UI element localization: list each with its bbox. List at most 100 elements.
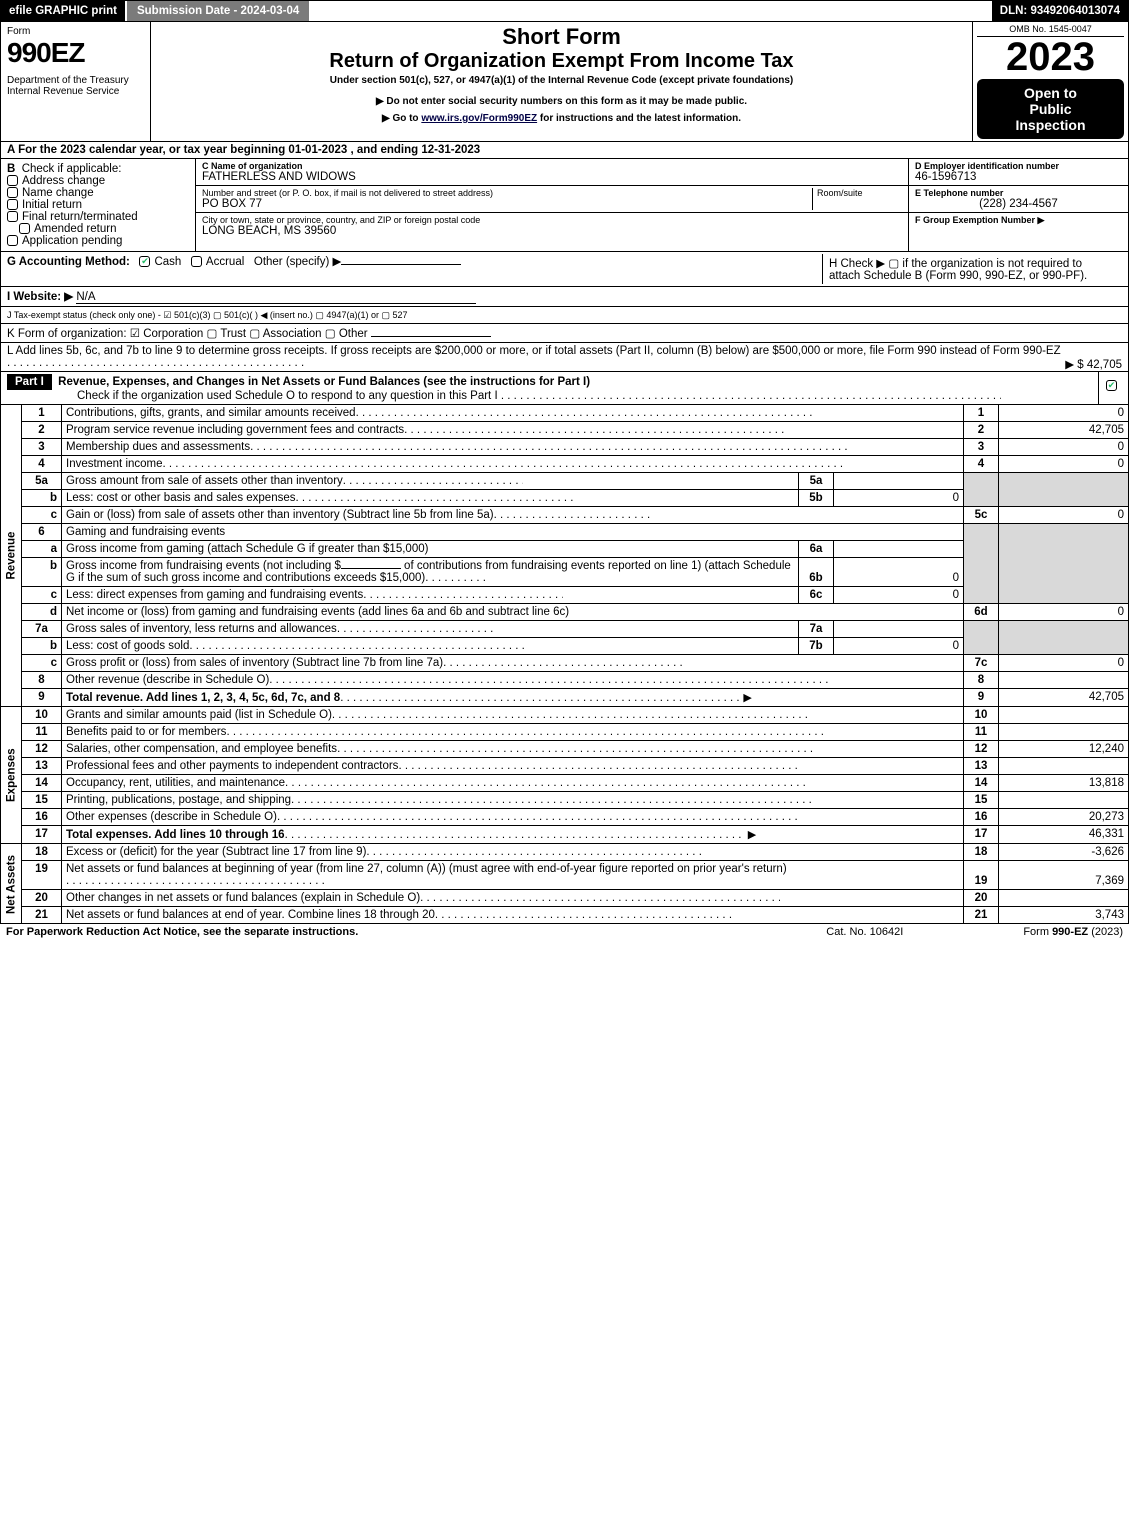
footer-right-bold: 990-EZ [1052,926,1088,938]
ck-name-change[interactable] [7,187,18,198]
room-suite-label: Room/suite [817,188,902,198]
r12-rval: 12,240 [999,741,1129,758]
part1-label: Part I [7,374,52,390]
r7a-midnum: 7a [799,621,834,638]
r19-num: 19 [22,861,62,890]
r7b-midnum: 7b [799,638,834,655]
phone-value: (228) 234-4567 [915,198,1122,210]
form-header: Form 990EZ Department of the Treasury In… [0,22,1129,142]
r7c-rnum: 7c [964,655,999,672]
efile-print-label[interactable]: efile GRAPHIC print [1,1,125,21]
ck-amended-return[interactable] [19,223,30,234]
ck-initial-return[interactable] [7,199,18,210]
r10-rnum: 10 [964,707,999,724]
r1-num: 1 [22,405,62,422]
org-city: LONG BEACH, MS 39560 [202,225,902,237]
ck-address-change[interactable] [7,175,18,186]
r11-desc: Benefits paid to or for members [66,726,226,738]
r17-rnum: 17 [964,826,999,844]
r18-num: 18 [22,844,62,861]
r7c-rval: 0 [999,655,1129,672]
r3-rval: 0 [999,439,1129,456]
b-label: Check if applicable: [22,163,122,175]
e-phone-label: E Telephone number [915,188,1122,198]
l-amount: ▶ $ 42,705 [1065,357,1122,371]
r4-rnum: 4 [964,456,999,473]
r13-rnum: 13 [964,758,999,775]
r6d-desc: Net income or (loss) from gaming and fun… [66,606,569,618]
r6-desc: Gaming and fundraising events [62,524,964,541]
r6a-desc: Gross income from gaming (attach Schedul… [66,543,428,555]
r6a-midval [834,541,964,558]
goto-line: ▶ Go to www.irs.gov/Form990EZ for instru… [157,113,966,124]
c-city-label: City or town, state or province, country… [202,215,902,225]
r19-rval: 7,369 [999,861,1129,890]
r7b-num: b [22,638,62,655]
b-item-1: Name change [22,187,94,199]
i-label: I Website: ▶ [7,291,73,303]
r18-rnum: 18 [964,844,999,861]
b-item-5: Application pending [22,235,122,247]
g-accrual: Accrual [206,256,244,268]
ein-value: 46-1596713 [915,171,1122,183]
k-other-input[interactable] [371,336,491,337]
r20-num: 20 [22,890,62,907]
r5b-midnum: 5b [799,490,834,507]
ck-accrual[interactable] [191,256,202,267]
r9-rnum: 9 [964,689,999,707]
r5b-desc: Less: cost or other basis and sales expe… [66,492,296,504]
r13-rval [999,758,1129,775]
ck-application-pending[interactable] [7,235,18,246]
goto-link[interactable]: www.irs.gov/Form990EZ [421,113,537,124]
row-g-h: G Accounting Method: Cash Accrual Other … [0,252,1129,287]
r6c-midnum: 6c [799,587,834,604]
r7b-desc: Less: cost of goods sold [66,640,189,652]
subtitle: Under section 501(c), 527, or 4947(a)(1)… [157,75,966,86]
r5b-midval: 0 [834,490,964,507]
r11-num: 11 [22,724,62,741]
dln: DLN: 93492064013074 [992,1,1128,21]
row-l-gross-receipts: L Add lines 5b, 6c, and 7b to line 9 to … [0,343,1129,372]
r1-desc: Contributions, gifts, grants, and simila… [66,407,356,419]
r9-desc: Total revenue. Add lines 1, 2, 3, 4, 5c,… [66,692,340,704]
j-text: J Tax-exempt status (check only one) - ☑… [7,310,407,320]
part1-check-text: Check if the organization used Schedule … [7,390,498,402]
r14-rval: 13,818 [999,775,1129,792]
r5c-desc: Gain or (loss) from sale of assets other… [66,509,494,521]
ck-final-return[interactable] [7,211,18,222]
b-item-2: Initial return [22,199,82,211]
irs-label: Internal Revenue Service [7,86,144,97]
ck-cash[interactable] [139,256,150,267]
ck-schedule-o[interactable] [1106,380,1117,391]
r20-rval [999,890,1129,907]
r6a-num: a [22,541,62,558]
r17-num: 17 [22,826,62,844]
r16-rval: 20,273 [999,809,1129,826]
r4-desc: Investment income [66,458,163,470]
website-value: N/A [76,291,476,304]
row-i-website: I Website: ▶ N/A [0,287,1129,307]
r15-rval [999,792,1129,809]
r16-num: 16 [22,809,62,826]
r5c-num: c [22,507,62,524]
r1-rval: 0 [999,405,1129,422]
r7a-desc: Gross sales of inventory, less returns a… [66,623,337,635]
r6b-num: b [22,558,62,587]
r8-rval [999,672,1129,689]
r6b-blank[interactable] [341,568,401,569]
r16-rnum: 16 [964,809,999,826]
block-b-c-def: B Check if applicable: Address change Na… [0,159,1129,252]
g-other-input[interactable] [341,264,461,265]
r21-num: 21 [22,907,62,924]
r5a-midval [834,473,964,490]
section-netassets-label: Net Assets [1,844,22,924]
r2-rval: 42,705 [999,422,1129,439]
r17-rval: 46,331 [999,826,1129,844]
r20-rnum: 20 [964,890,999,907]
r2-desc: Program service revenue including govern… [66,424,404,436]
footer-center: Cat. No. 10642I [826,926,903,938]
org-address: PO BOX 77 [202,198,812,210]
open-line2: Public [981,101,1120,117]
part1-title: Revenue, Expenses, and Changes in Net As… [58,376,590,388]
r19-desc: Net assets or fund balances at beginning… [66,863,787,875]
